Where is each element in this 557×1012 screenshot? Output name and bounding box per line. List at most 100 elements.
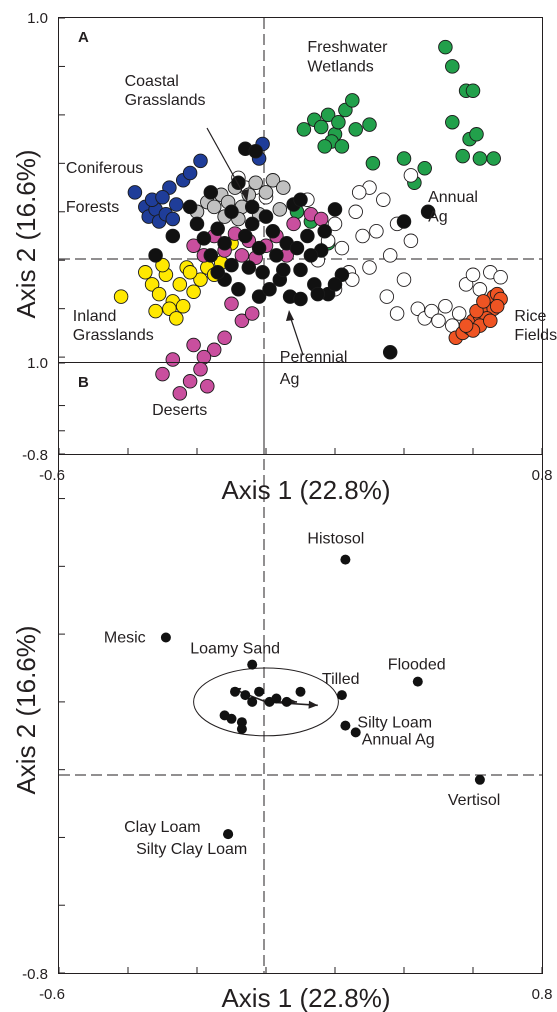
annotation-rice: Rice (514, 308, 546, 325)
inland-grasslands-point (182, 265, 198, 280)
label-vertisol: Vertisol (448, 792, 500, 809)
deserts-point (172, 386, 188, 401)
perennial-ag-point (244, 216, 260, 232)
perennial-ag-point (203, 248, 219, 263)
point-loamy-sand (247, 659, 258, 670)
inland-grasslands-point (151, 286, 167, 302)
point-tilled (336, 690, 347, 701)
annual-ag-point (465, 267, 481, 283)
annual-ag-point (403, 233, 419, 249)
freshwater-wetlands-point (445, 114, 460, 130)
panel-b-plot-frame (58, 362, 543, 974)
coniferous-forests-point (182, 165, 198, 181)
perennial-ag-point (310, 286, 326, 302)
annual-ag-point (431, 313, 446, 329)
perennial-ag-point (182, 199, 198, 215)
deserts-point (234, 313, 250, 329)
perennial-ag-point (293, 192, 308, 207)
point-unlabeled (226, 713, 237, 724)
perennial-ag-point (255, 265, 270, 280)
panel-b-points: Histosol Mesic Loamy Sand Tilled Flooded Silt… (104, 531, 500, 859)
panel-a-ticks (58, 17, 543, 455)
freshwater-wetlands-point (469, 127, 484, 142)
deserts-point (286, 216, 301, 232)
label-clay-loam: Clay Loam (124, 819, 200, 836)
freshwater-wetlands-point (334, 139, 350, 154)
point-unlabeled (271, 693, 282, 704)
perennial-ag-point (189, 216, 205, 232)
inland-grasslands-point (148, 303, 163, 319)
deserts-point (196, 349, 212, 365)
perennial-ag-point (224, 257, 239, 273)
annual-ag-point (327, 216, 343, 232)
perennial-ag-point (258, 209, 274, 224)
panel-a-label-pointers (206, 127, 304, 356)
freshwater-wetlands-point (331, 114, 346, 130)
freshwater-wetlands-point (313, 119, 329, 135)
perennial-ag-point (210, 221, 225, 236)
point-mesic (160, 632, 171, 643)
inland-grasslands-point (138, 265, 153, 280)
coastal-grasslands-point (272, 202, 288, 217)
point-annual-ag (350, 727, 361, 738)
panel-a-annotations: Freshwater Wetlands Coastal Grasslands Conif… (66, 39, 557, 419)
perennial-ag-point (317, 223, 332, 239)
perennial-ag-point (265, 223, 281, 239)
perennial-ag-point (303, 248, 319, 263)
point-unlabeled (236, 724, 247, 734)
inland-grasslands-point (169, 311, 184, 326)
rice-fields-point (483, 313, 498, 329)
deserts-point (313, 211, 329, 227)
inland-grasslands-point (193, 272, 208, 287)
panel-b-vector-ellipse (193, 667, 339, 737)
perennial-ag-point (244, 199, 260, 215)
rice-fields-point (489, 298, 505, 314)
perennial-ag-point (148, 248, 163, 263)
point-unlabeled (254, 686, 265, 697)
coastal-grasslands-point (265, 173, 281, 188)
annual-ag-point (389, 306, 405, 321)
annotation-fields: Fields (514, 327, 557, 344)
annotation-ag: Ag (428, 209, 448, 226)
point-unlabeled (247, 696, 258, 707)
perennial-ag-point (238, 228, 253, 244)
freshwater-wetlands-point (465, 83, 481, 98)
panel-b-xtick-left: -0.6 (39, 986, 65, 1003)
inland-grasslands-point (113, 289, 129, 304)
coniferous-forests-point (127, 185, 143, 200)
perennial-pointer-line (289, 315, 304, 356)
annotation-grasslands: Grasslands (73, 327, 154, 344)
coniferous-forests-point (155, 189, 170, 205)
deserts-point (244, 306, 260, 321)
point-histosol (340, 554, 351, 565)
inland-grasslands-point (144, 277, 160, 292)
label-histosol: Histosol (307, 531, 364, 548)
coastal-grasslands-point (248, 175, 263, 190)
freshwater-wetlands-point (345, 93, 360, 108)
inland-grasslands-point (172, 277, 188, 292)
annual-ag-point (362, 260, 377, 275)
coastal-grasslands-point (276, 180, 291, 195)
annual-ag-point (376, 192, 391, 207)
perennial-ag-point (196, 231, 212, 246)
inland-grasslands-point (186, 284, 201, 299)
label-silty-clay-loam: Silty Clay Loam (136, 841, 247, 858)
panel-a-y-axis-title: Axis 2 (16.6%) (11, 149, 41, 318)
annual-ag-point (396, 272, 412, 287)
annual-ag-point (472, 282, 488, 297)
label-silty-loam: Silty Loam (357, 715, 432, 732)
freshwater-wetlands-point (438, 39, 453, 55)
point-unlabeled (281, 696, 292, 707)
perennial-pointer-head (286, 310, 294, 321)
inland-grasslands-point (175, 298, 191, 314)
deserts-point (217, 330, 232, 345)
panel-b-ytick-bottom: -0.8 (22, 966, 48, 983)
freshwater-wetlands-point (417, 160, 432, 176)
freshwater-wetlands-point (396, 151, 412, 166)
perennial-ag-point (251, 289, 267, 304)
annual-ag-point (493, 269, 508, 285)
annotation-freshwater: Freshwater (307, 39, 388, 56)
perennial-ag-point (231, 282, 246, 297)
coastal-grasslands-point (258, 185, 274, 200)
point-flooded (412, 676, 423, 687)
